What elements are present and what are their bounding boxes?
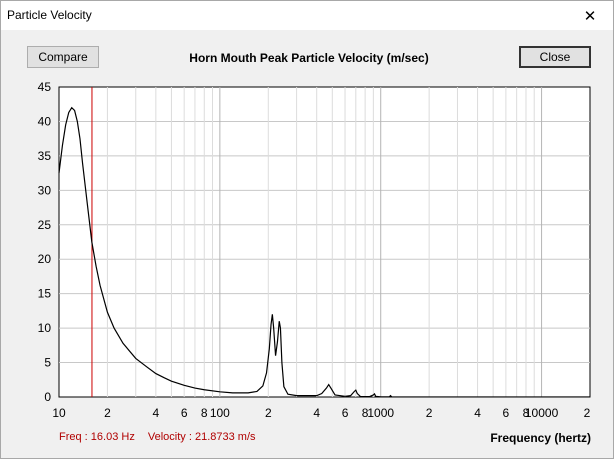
y-tick-label: 25 [38,218,52,232]
y-tick-label: 30 [38,183,52,197]
x-tick-label: 2 [265,406,272,420]
compare-button[interactable]: Compare [27,46,99,68]
y-tick-label: 10 [38,321,52,335]
velocity-readout: Velocity : 21.8733 m/s [147,431,256,443]
x-axis-title: Frequency (hertz) [490,431,591,445]
window-title: Particle Velocity [7,8,92,22]
y-tick-label: 15 [38,287,52,301]
grid-lines [59,87,590,397]
x-tick-label: 8 [523,406,530,420]
x-tick-label: 4 [153,406,160,420]
y-tick-label: 20 [38,252,52,266]
status-readout: Freq : 16.03 Hz Velocity : 21.8733 m/s [59,431,266,443]
x-tick-label: 10000 [525,406,559,420]
x-tick-label: 8 [362,406,369,420]
x-tick-label: 4 [474,406,481,420]
x-tick-label: 6 [181,406,188,420]
frequency-readout: Freq : 16.03 Hz [59,431,135,443]
x-tick-label: 2 [426,406,433,420]
close-button-label: Close [539,50,571,64]
series-line [58,106,590,398]
y-tick-label: 0 [44,390,51,404]
x-tick-label: 2 [584,406,591,420]
x-tick-label: 2 [104,406,111,420]
close-button[interactable]: Close [519,46,591,68]
x-tick-label: 4 [313,406,320,420]
y-tick-label: 45 [38,80,52,94]
x-tick-label: 10 [52,406,66,420]
x-tick-label: 6 [342,406,349,420]
x-tick-label: 6 [503,406,510,420]
title-bar: Particle Velocity ✕ [1,1,613,30]
x-tick-label: 1000 [367,406,394,420]
y-tick-label: 35 [38,149,52,163]
chart-title: Horn Mouth Peak Particle Velocity (m/sec… [189,51,429,65]
y-tick-label: 5 [44,356,51,370]
y-tick-label: 40 [38,114,52,128]
close-icon[interactable]: ✕ [583,7,597,25]
compare-button-label: Compare [38,50,88,64]
x-tick-label: 100 [210,406,230,420]
x-tick-label: 8 [201,406,208,420]
y-axis-ticks: 0 5 10 15 20 25 30 35 40 45 [38,80,52,404]
plot-area [58,86,591,398]
